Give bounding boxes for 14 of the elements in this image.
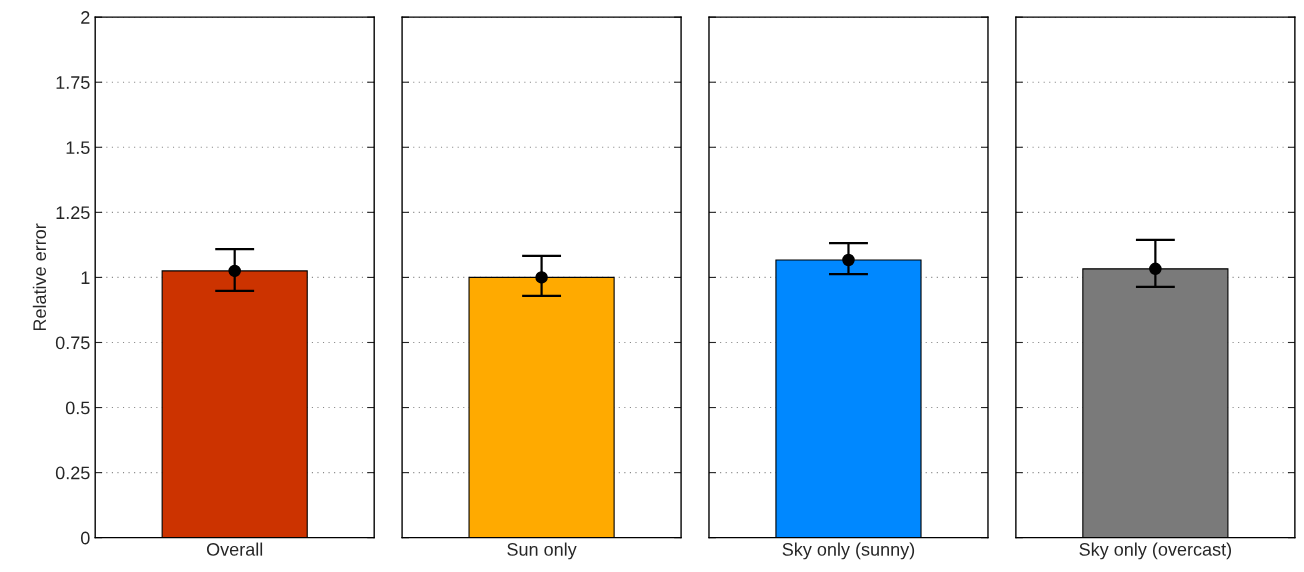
x-tick-label: Sky only (sunny) [782, 542, 915, 560]
y-tick-label: 0 [81, 531, 90, 545]
y-axis-title: Relative error [32, 223, 47, 331]
x-tick-label: Overall [206, 542, 263, 556]
y-tick-label: 1 [81, 271, 90, 284]
y-tick-label: 2 [81, 11, 90, 24]
y-tick-label: 1.5 [66, 141, 90, 155]
y-tick-label: 0.5 [65, 401, 90, 415]
y-tick-label: 0.75 [55, 336, 90, 350]
y-tick-label: 1.75 [56, 76, 90, 89]
x-tick-label: Sky only (overcast) [1079, 542, 1232, 560]
x-tick-label: Sun only [507, 542, 577, 560]
y-tick-label: 0.25 [55, 466, 90, 480]
y-tick-label: 1.25 [56, 206, 90, 220]
